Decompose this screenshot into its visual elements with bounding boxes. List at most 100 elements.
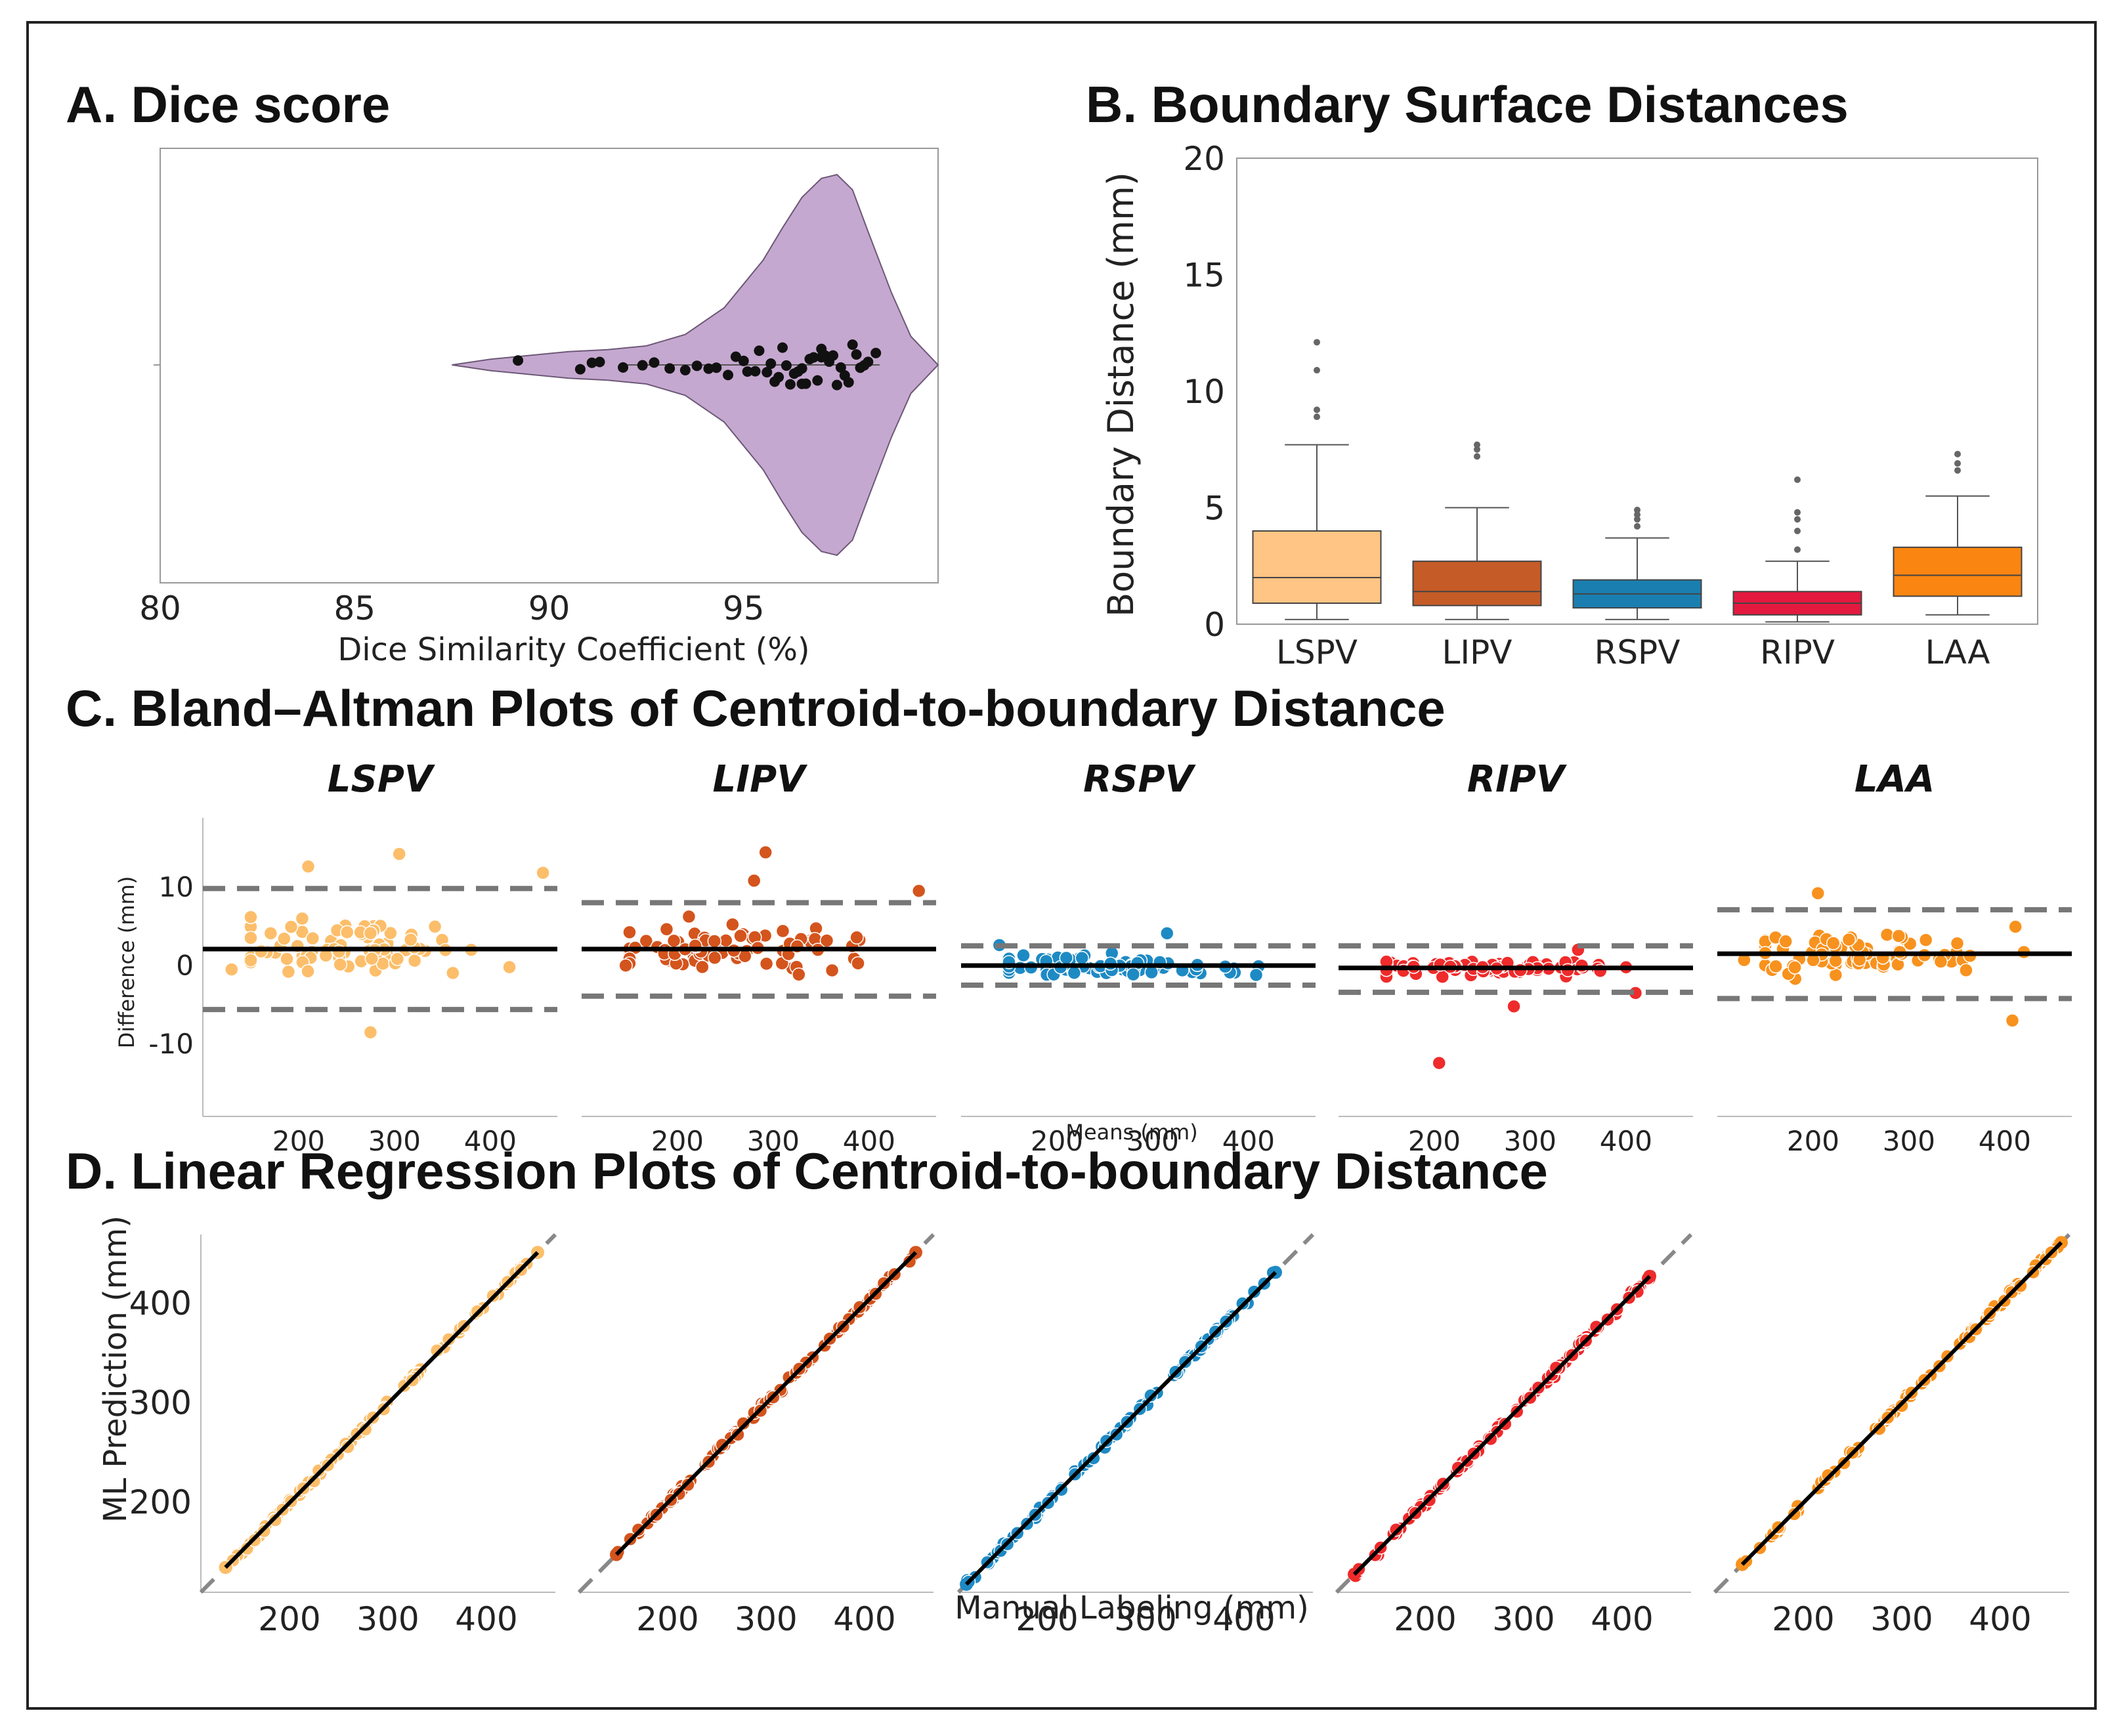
bland-altman-point — [775, 923, 790, 939]
bland-altman-point — [1016, 948, 1031, 963]
bland-altman-point — [911, 883, 926, 899]
violin-data-point — [586, 357, 597, 368]
box-category-label: LIPV — [1442, 633, 1512, 671]
violin-x-tick-label: 95 — [723, 589, 765, 627]
bland-altman-point — [1879, 927, 1895, 942]
regression-fit-line — [1740, 1240, 2063, 1566]
bland-altman-y-tick-label: 0 — [176, 950, 194, 982]
box-outlier-point — [1314, 406, 1320, 413]
violin-data-point — [754, 345, 765, 356]
bland-altman-point — [707, 950, 722, 965]
bland-altman-y-tick-label: 10 — [159, 871, 194, 903]
bland-altman-point — [383, 925, 398, 941]
bland-altman-point — [1160, 926, 1174, 941]
figure-canvas: A. Dice score B. Boundary Surface Distan… — [66, 75, 2072, 1638]
violin-data-point — [664, 363, 676, 374]
bland-altman-x-tick-label: 200 — [1787, 1125, 1839, 1157]
box-outlier-point — [1314, 367, 1320, 374]
bland-altman-point — [1067, 965, 1082, 980]
box-outlier-point — [1794, 516, 1801, 523]
bland-altman-x-tick-label: 300 — [1883, 1125, 1935, 1157]
box-outlier-point — [1794, 509, 1801, 516]
bland-altman-point — [1249, 967, 1264, 983]
regression-point — [307, 1474, 322, 1489]
box-y-tick-label: 15 — [1183, 257, 1225, 295]
violin-data-point — [691, 360, 702, 371]
panel-b-box-plot: 0 5 10 15 20 LSPV LIPV RSPV RIPV LAA — [1183, 140, 2038, 671]
violin-data-point — [637, 360, 648, 371]
bland-altman-x-tick-label: 200 — [1408, 1125, 1461, 1157]
regression-x-tick-label: 200 — [1394, 1600, 1456, 1638]
box-outlier-point — [1474, 441, 1480, 448]
bland-altman-x-tick-label: 200 — [272, 1125, 325, 1157]
violin-data-point — [750, 366, 761, 377]
regression-point — [429, 1344, 444, 1358]
regression-x-tick-label: 200 — [636, 1600, 698, 1638]
panel-b-ylabel: Boundary Distance (mm) — [1100, 172, 1142, 617]
regression-point — [358, 1422, 373, 1437]
regression-x-tick-label: 300 — [1870, 1600, 1933, 1638]
regression-x-tick-label: 400 — [455, 1600, 517, 1638]
bland-altman-point — [695, 960, 710, 975]
bland-altman-point — [2008, 920, 2023, 934]
violin-data-point — [863, 356, 874, 368]
violin-data-point — [812, 375, 823, 386]
regression-x-tick-label: 300 — [1492, 1600, 1555, 1638]
box-outlier-point — [1474, 453, 1480, 460]
violin-data-point — [796, 363, 807, 374]
bland-altman-point — [707, 934, 722, 948]
bland-altman-x-tick-label: 200 — [651, 1125, 704, 1157]
violin-data-point — [847, 339, 858, 350]
bland-altman-point — [825, 963, 840, 978]
bland-altman-y-tick-label: -10 — [148, 1028, 194, 1060]
bland-altman-point — [1432, 1055, 1446, 1070]
bland-altman-point — [446, 965, 460, 981]
regression-x-tick-label: 400 — [1969, 1600, 2031, 1638]
violin-x-tick-label: 80 — [139, 589, 181, 627]
bland-altman-x-tick-label: 400 — [1600, 1125, 1652, 1157]
violin-data-point — [513, 355, 524, 366]
panel-c-ylabel: Difference (mm) — [114, 876, 139, 1048]
box-y-tick-label: 10 — [1183, 373, 1225, 411]
regression-fit-line — [224, 1251, 540, 1569]
bland-altman-point — [725, 917, 740, 932]
box-outlier-point — [1954, 460, 1961, 467]
regression-point — [1589, 1319, 1604, 1334]
violin-data-point — [784, 379, 796, 390]
bland-altman-x-tick-label: 300 — [1126, 1125, 1179, 1157]
violin-data-point — [773, 371, 784, 383]
violin-data-point — [781, 360, 792, 371]
regression-fit-line — [964, 1271, 1277, 1586]
bland-altman-point — [390, 952, 405, 966]
violin-data-point — [851, 349, 862, 360]
regression-y-tick-label: 200 — [129, 1483, 192, 1521]
regression-x-tick-label: 200 — [258, 1600, 320, 1638]
bland-altman-point — [244, 931, 258, 945]
box-iqr — [1412, 561, 1542, 606]
bland-altman-point — [1933, 954, 1948, 969]
violin-data-point — [843, 377, 854, 388]
regression-point — [1549, 1361, 1564, 1375]
box-outlier-point — [1794, 476, 1801, 483]
bland-altman-point — [263, 926, 278, 941]
regression-x-tick-label: 400 — [833, 1600, 895, 1638]
bland-altman-point — [1778, 934, 1793, 949]
bland-altman-point — [849, 930, 864, 945]
bland-altman-point — [1126, 967, 1141, 982]
bland-altman-point — [502, 960, 517, 975]
box-outlier-point — [1634, 507, 1640, 514]
box-outlier-point — [1794, 528, 1801, 534]
bland-altman-point — [277, 931, 291, 946]
bland-altman-point — [1769, 959, 1783, 974]
bland-altman-point — [333, 957, 347, 972]
box-outlier-point — [1954, 467, 1961, 474]
regression-point — [715, 1437, 730, 1452]
violin-data-point — [870, 347, 882, 358]
bland-altman-point — [851, 956, 865, 971]
bland-altman-point — [284, 920, 299, 934]
bland-altman-point — [363, 1025, 378, 1040]
bland-altman-point — [301, 859, 316, 874]
violin-data-point — [828, 350, 839, 361]
bland-altman-point — [225, 962, 239, 977]
bland-altman-point — [792, 967, 806, 982]
